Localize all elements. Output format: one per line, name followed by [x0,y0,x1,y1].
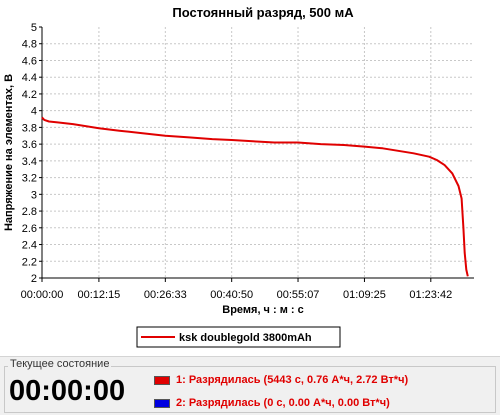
y-tick-label: 3.2 [22,173,37,185]
elapsed-timer: 00:00:00 [9,375,126,407]
x-tick-label: 01:09:25 [343,289,386,301]
chart-title: Постоянный разряд, 500 мА [172,5,354,20]
y-tick-label: 2.8 [22,206,37,218]
x-axis-label: Время, ч : м : с [222,304,304,316]
x-tick-label: 00:12:15 [77,289,120,301]
status-panel-label: Текущее состояние [8,358,112,370]
x-tick-label: 00:55:07 [277,289,320,301]
x-tick-label: 00:26:33 [144,289,187,301]
chart-area: 2 2.2 2.4 2.6 2.8 3 3.2 3.4 3.6 3.8 4 4.2 4.4 4.6 4.8 5… [3,5,474,348]
y-tick-label: 4.8 [22,39,37,51]
legend-box [136,326,341,348]
legend-entry: ksk doublegold 3800mAh [179,332,312,344]
y-tick-label: 4.6 [22,55,37,67]
y-tick-label: 2 [31,273,37,285]
channel-2-report-text: 2: Разрядилась (0 с, 0.00 А*ч, 0.00 Вт*ч… [176,397,390,409]
y-tick-label: 5 [31,22,37,34]
y-tick-label: 4 [31,106,37,118]
x-tick-label: 00:40:50 [210,289,253,301]
y-tick-label: 4.4 [22,72,37,84]
x-tick-label: 01:23:42 [409,289,452,301]
y-tick-label: 4.2 [22,89,37,101]
status-frame [4,366,496,413]
series-line [41,116,469,277]
channel-2-color-swatch [154,398,170,408]
y-tick-label: 2.6 [22,223,37,235]
plot-area [42,27,474,278]
y-tick-label: 3.6 [22,139,37,151]
discharge-chart: 2 2.2 2.4 2.6 2.8 3 3.2 3.4 3.6 3.8 4 4.2 4.4 4.6 4.8 5… [3,5,474,348]
y-tick-label: 3.4 [22,156,37,168]
channel-1-report-text: 1: Разрядилась (5443 с, 0.76 А*ч, 2.72 В… [176,374,409,386]
channel-1-color-swatch [154,375,170,385]
status-panel: Текущее состояние 00:00:00 [0,356,500,415]
y-axis-label: Напряжение на элементах, В [3,74,15,231]
y-tick-label: 2.2 [22,256,37,268]
channel-1-report: 1: Разрядилась (5443 с, 0.76 А*ч, 2.72 В… [154,374,408,386]
channel-2-report: 2: Разрядилась (0 с, 0.00 А*ч, 0.00 Вт*ч… [154,397,390,409]
x-tick-label: 00:00:00 [21,289,64,301]
y-tick-label: 3 [31,189,37,201]
y-tick-label: 2.4 [22,240,37,252]
y-tick-label: 3.8 [22,122,37,134]
